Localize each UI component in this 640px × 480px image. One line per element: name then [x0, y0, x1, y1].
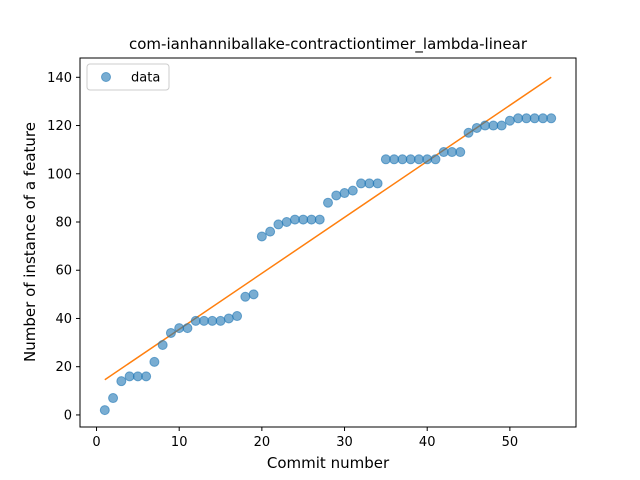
data-point [223, 313, 234, 324]
x-tick-label: 20 [254, 435, 271, 450]
data-point [488, 120, 499, 131]
data-point [339, 188, 350, 199]
data-point [273, 219, 284, 230]
data-point [157, 340, 168, 350]
data-point [347, 185, 358, 196]
data-point [521, 113, 532, 124]
y-axis-ticks: 0 20 40 60 80 100 120 140 [47, 71, 80, 423]
plot-frame [79, 57, 577, 428]
data-point [232, 311, 243, 322]
data-point [289, 214, 300, 225]
data-point [190, 315, 201, 326]
data-point [165, 327, 176, 338]
data-point [248, 289, 259, 300]
y-tick-label: 80 [55, 216, 72, 231]
data-point [422, 154, 433, 165]
plot-area [80, 58, 576, 427]
y-tick-label: 100 [47, 167, 72, 182]
y-tick-label: 120 [47, 119, 72, 134]
legend: data [86, 63, 170, 91]
data-point [496, 120, 507, 131]
data-point [513, 113, 524, 124]
y-tick-label: 40 [55, 312, 72, 327]
data-point [314, 214, 325, 225]
data-point [141, 371, 152, 382]
data-point [546, 113, 557, 124]
data-point [174, 323, 185, 334]
legend-box [86, 63, 170, 91]
data-point [480, 120, 491, 131]
data-point [298, 214, 309, 225]
data-point [504, 115, 515, 126]
y-tick-label: 140 [47, 71, 72, 86]
data-point [438, 147, 449, 158]
legend-marker [101, 72, 111, 82]
x-tick-label: 30 [336, 435, 353, 450]
data-point [463, 127, 474, 138]
data-point [116, 376, 127, 387]
data-point [397, 154, 408, 165]
y-tick-label: 20 [55, 360, 72, 375]
x-axis-ticks: 0 10 20 30 40 50 [92, 427, 518, 450]
y-tick-label: 0 [64, 408, 72, 423]
data-point [256, 231, 267, 242]
data-point [281, 217, 292, 227]
x-tick-label: 50 [502, 435, 519, 450]
data-point [207, 315, 218, 326]
data-point [471, 122, 482, 133]
data-point [389, 154, 400, 165]
data-point [356, 178, 367, 189]
y-tick-label: 60 [55, 264, 72, 279]
data-point [372, 178, 383, 189]
data-point [149, 356, 160, 367]
data-point [430, 154, 441, 165]
data-point [529, 113, 540, 124]
data-point [199, 315, 209, 326]
data-point [537, 113, 548, 124]
data-point [331, 190, 342, 201]
chart-title: com-ianhanniballake-contractiontimer_lam… [129, 35, 528, 54]
data-point [455, 147, 466, 158]
data-point [447, 147, 457, 158]
data-point [306, 214, 317, 225]
data-point [99, 405, 110, 416]
x-tick-label: 0 [92, 435, 100, 450]
data-point [215, 315, 226, 326]
x-axis-title: Commit number [267, 454, 390, 472]
x-tick-label: 40 [419, 435, 436, 450]
data-point [405, 154, 416, 165]
data-point [108, 393, 119, 404]
points-layer [99, 113, 557, 416]
y-axis-title: Number of instance of a feature [21, 122, 39, 362]
data-point [413, 154, 424, 165]
legend-label: data [131, 71, 160, 86]
data-point [182, 323, 193, 334]
data-point [124, 371, 135, 382]
x-tick-label: 10 [171, 435, 188, 450]
data-point [265, 226, 276, 237]
data-point [132, 371, 143, 382]
data-point [323, 197, 333, 208]
data-point [240, 291, 251, 302]
data-point [364, 178, 375, 189]
data-point [380, 154, 391, 165]
